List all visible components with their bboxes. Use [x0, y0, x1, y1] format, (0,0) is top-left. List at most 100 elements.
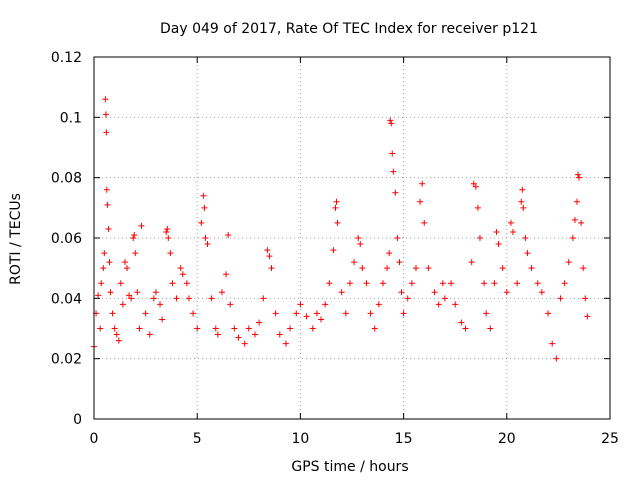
data-point: [318, 316, 325, 323]
data-point: [313, 310, 320, 317]
data-point: [119, 301, 126, 308]
data-point: [499, 265, 506, 272]
data-point: [167, 250, 174, 257]
data-point: [132, 250, 139, 257]
x-tick-label: 10: [291, 431, 309, 447]
x-tick-label: 20: [498, 431, 516, 447]
x-tick-label: 5: [193, 431, 202, 447]
y-tick-label: 0: [73, 412, 82, 428]
data-point: [124, 265, 131, 272]
data-point: [421, 219, 428, 226]
data-point: [282, 340, 289, 347]
data-point: [425, 265, 432, 272]
data-point: [260, 295, 267, 302]
data-point: [549, 340, 556, 347]
data-point: [159, 316, 166, 323]
data-point: [103, 186, 110, 193]
data-point: [185, 295, 192, 302]
data-point: [404, 295, 411, 302]
data-point: [487, 325, 494, 332]
data-point: [200, 192, 207, 199]
y-tick-label: 0.02: [51, 352, 82, 368]
data-point: [293, 310, 300, 317]
data-point: [245, 325, 252, 332]
data-point: [386, 250, 393, 257]
data-point: [113, 331, 120, 338]
data-point: [235, 334, 242, 341]
data-point: [142, 310, 149, 317]
data-point: [363, 280, 370, 287]
x-tick-label: 15: [395, 431, 413, 447]
data-point: [519, 186, 526, 193]
data-point: [231, 325, 238, 332]
x-tick-label: 25: [601, 431, 619, 447]
data-point: [367, 310, 374, 317]
x-tick-labels: 0 5 10 15 20 25: [90, 431, 619, 447]
data-point: [322, 301, 329, 308]
x-axis-label: GPS time / hours: [291, 459, 408, 475]
data-point: [198, 219, 205, 226]
data-point: [214, 331, 221, 338]
data-point: [571, 216, 578, 223]
data-point: [580, 265, 587, 272]
data-point: [417, 198, 424, 205]
data-point: [97, 325, 104, 332]
data-point: [334, 219, 341, 226]
y-tick-label: 0.08: [51, 171, 82, 187]
data-point: [128, 295, 135, 302]
data-point: [102, 111, 109, 118]
data-point: [389, 150, 396, 157]
data-point: [408, 280, 415, 287]
data-point: [109, 310, 116, 317]
data-point: [212, 325, 219, 332]
data-point: [561, 280, 568, 287]
data-point: [355, 235, 362, 241]
data-point: [431, 289, 438, 296]
data-point: [518, 198, 525, 205]
y-axis-label: ROTI / TECUs: [8, 193, 24, 285]
data-point: [330, 247, 337, 254]
data-point: [208, 295, 215, 302]
data-point: [524, 250, 531, 257]
data-point: [333, 198, 340, 205]
data-point: [332, 204, 339, 211]
data-point: [359, 265, 366, 272]
data-point: [100, 265, 107, 272]
data-point: [251, 331, 258, 338]
data-point: [452, 301, 459, 308]
data-point: [346, 280, 353, 287]
data-point: [225, 231, 232, 238]
data-point: [131, 231, 138, 238]
grid: [94, 57, 610, 419]
data-point: [98, 280, 105, 287]
y-tick-label: 0.1: [60, 110, 82, 126]
data-point: [105, 225, 112, 232]
data-point: [241, 340, 248, 347]
data-point: [351, 259, 358, 266]
data-point: [326, 280, 333, 287]
data-point: [121, 259, 128, 266]
data-point: [384, 265, 391, 272]
data-point: [106, 259, 113, 266]
data-point: [573, 198, 580, 205]
data-point: [545, 310, 552, 317]
data-point: [102, 96, 109, 103]
chart-title: Day 049 of 2017, Rate Of TEC Index for r…: [160, 21, 538, 37]
data-point: [194, 325, 201, 332]
data-point: [379, 280, 386, 287]
data-point: [357, 241, 364, 248]
data-point: [201, 204, 208, 211]
data-point: [398, 289, 405, 296]
data-point: [503, 289, 510, 296]
data-point: [256, 319, 263, 326]
data-point: [396, 259, 403, 266]
data-point: [394, 235, 401, 241]
data-point: [576, 174, 583, 181]
data-point: [150, 295, 157, 302]
data-point: [481, 280, 488, 287]
data-point: [107, 289, 114, 296]
data-point: [163, 228, 170, 235]
y-tick-label: 0.06: [51, 231, 82, 247]
data-point: [578, 219, 585, 226]
data-point: [476, 235, 483, 241]
